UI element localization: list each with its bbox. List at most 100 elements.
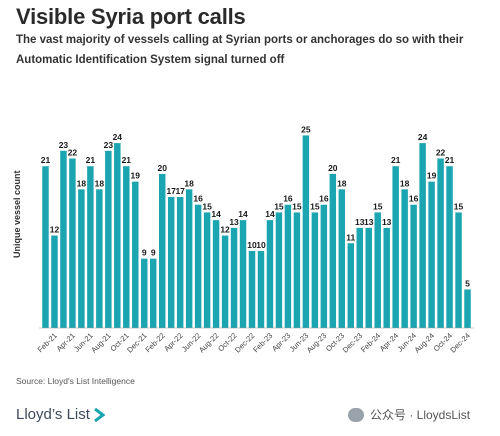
bar-Aug-21: [105, 150, 112, 328]
data-label-Jan-21: 21: [41, 155, 51, 165]
data-label-May-21: 18: [77, 178, 87, 188]
logo-text: Lloyd’s List: [16, 406, 90, 423]
bar-Sep-22: [221, 235, 229, 328]
lloyds-list-logo: Lloyd’s List: [16, 406, 105, 423]
bar-Aug-24: [428, 181, 435, 328]
data-label-Nov-21: 19: [131, 171, 141, 181]
chart-title: Visible Syria port calls: [16, 4, 246, 29]
bar-Apr-22: [176, 197, 184, 328]
bar-May-22: [185, 189, 193, 328]
data-label-Aug-21: 23: [104, 140, 114, 150]
x-tick-label-Feb-23: Feb-23: [251, 331, 274, 354]
x-tick-label-Aug-24: Aug-24: [413, 331, 436, 354]
data-label-Apr-21: 22: [68, 148, 78, 158]
bar-Jul-21: [96, 189, 103, 328]
x-tick-label-Dec-23: Dec-23: [341, 331, 364, 354]
bar-Dec-21: [141, 258, 148, 328]
data-label-Feb-21: 12: [50, 225, 60, 235]
data-label-Apr-24: 21: [391, 155, 401, 165]
data-label-Oct-23: 18: [337, 178, 347, 188]
data-label-Oct-22: 13: [229, 217, 239, 227]
bar-May-23: [293, 212, 301, 328]
bar-Nov-23: [347, 243, 355, 328]
bar-Dec-23: [356, 227, 363, 328]
bar-Jun-23: [302, 135, 310, 328]
bar-Sep-21: [114, 143, 121, 328]
bar-Jul-22: [203, 212, 211, 328]
data-label-Jun-23: 25: [301, 124, 311, 134]
data-label-Jul-24: 24: [418, 132, 428, 142]
x-tick-label-Apr-21: Apr-21: [55, 331, 77, 353]
data-label-Jan-24: 13: [364, 217, 374, 227]
x-tick-label-Aug-21: Aug-21: [89, 331, 112, 354]
bar-Jun-21: [87, 166, 94, 328]
data-label-Aug-24: 19: [427, 171, 437, 181]
bar-Oct-21: [123, 166, 130, 328]
bar-Mar-23: [275, 212, 283, 328]
bar-Nov-22: [239, 220, 247, 328]
data-label-Apr-22: 17: [175, 186, 185, 196]
data-label-Sep-24: 22: [436, 148, 446, 158]
bar-May-21: [78, 189, 85, 328]
x-tick-label-Dec-22: Dec-22: [233, 331, 256, 354]
bar-Sep-23: [329, 173, 337, 328]
data-label-Mar-24: 13: [382, 217, 392, 227]
bar-Jun-24: [410, 204, 417, 328]
logo-triangle-icon: [94, 407, 105, 422]
x-tick-label-Aug-23: Aug-23: [305, 331, 328, 354]
data-label-Dec-21: 9: [142, 248, 147, 258]
data-label-Jun-24: 16: [409, 194, 419, 204]
data-label-Sep-21: 24: [113, 132, 123, 142]
data-label-Mar-23: 15: [274, 201, 284, 211]
bar-Apr-21: [69, 158, 76, 328]
data-label-Sep-23: 20: [328, 163, 338, 173]
bar-Nov-21: [132, 181, 139, 328]
bar-Feb-22: [158, 173, 166, 328]
bar-Nov-24: [455, 212, 462, 328]
bar-Aug-23: [320, 204, 328, 328]
wechat-icon: [348, 407, 364, 422]
bar-Dec-24: [464, 289, 471, 328]
data-label-Feb-22: 20: [157, 163, 167, 173]
data-label-Feb-24: 15: [373, 201, 383, 211]
data-label-Dec-23: 13: [355, 217, 365, 227]
bar-chart: 2112Feb-212322Apr-211821Jun-211823Aug-21…: [36, 124, 474, 355]
data-label-Jul-21: 18: [95, 178, 105, 188]
x-tick-label-Dec-21: Dec-21: [125, 331, 148, 354]
source-note: Source: Lloyd's List Intelligence: [16, 376, 135, 386]
x-tick-label-Feb-22: Feb-22: [143, 331, 166, 354]
watermark-text: 公众号 · LloydsList: [370, 408, 471, 422]
x-tick-label-Dec-24: Dec-24: [448, 331, 471, 354]
bar-Oct-22: [230, 227, 238, 328]
data-label-Dec-22: 10: [247, 240, 257, 250]
data-label-Nov-24: 15: [454, 201, 464, 211]
bar-Oct-24: [446, 166, 453, 328]
bar-Feb-24: [374, 212, 381, 328]
data-label-Jan-22: 9: [151, 248, 156, 258]
bar-Jan-22: [150, 258, 157, 328]
bar-Jan-21: [42, 166, 49, 328]
x-tick-label-Apr-22: Apr-22: [162, 331, 184, 353]
data-label-Nov-23: 11: [346, 232, 355, 242]
bar-Apr-24: [392, 166, 399, 328]
x-tick-label-Feb-24: Feb-24: [359, 331, 382, 354]
bar-Mar-21: [60, 150, 67, 328]
x-tick-label-Aug-22: Aug-22: [197, 331, 220, 354]
x-tick-label-Apr-23: Apr-23: [270, 331, 292, 353]
data-label-Jun-21: 21: [86, 155, 96, 165]
data-label-Jul-23: 15: [310, 201, 320, 211]
data-label-Jan-23: 10: [256, 240, 266, 250]
bar-Jan-24: [365, 227, 372, 328]
data-label-Aug-23: 16: [319, 194, 329, 204]
data-label-Apr-23: 16: [283, 194, 293, 204]
bar-Jul-23: [311, 212, 319, 328]
bar-Feb-23: [266, 220, 274, 328]
bar-Aug-22: [212, 220, 220, 328]
data-label-Dec-24: 5: [465, 278, 470, 288]
data-label-Oct-21: 21: [122, 155, 132, 165]
bar-Oct-23: [338, 189, 346, 328]
data-label-May-23: 15: [292, 201, 302, 211]
bar-Jan-23: [257, 250, 265, 328]
bar-Feb-21: [51, 235, 58, 328]
data-label-Jun-22: 16: [193, 194, 203, 204]
